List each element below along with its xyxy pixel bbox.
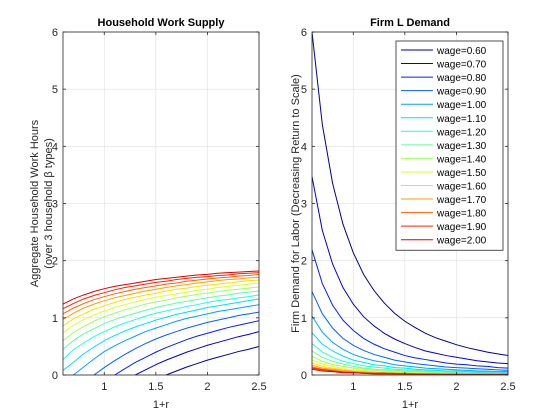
- y-axis-label: (over 3 household β types): [43, 138, 55, 268]
- chart-2: 1 1.5 2 2.5 0 1 2 3 4 5 6 Firm L Demand 1+r Firm Dema…: [290, 17, 516, 411]
- x-tick-label: 2: [453, 381, 459, 393]
- x-tick-label: 2.5: [251, 381, 266, 393]
- series-line-wage-0-80: [312, 249, 508, 369]
- series-line-wage-1-00: [73, 304, 259, 375]
- y-tick-label: 1: [52, 313, 58, 325]
- series-line-wage-1-20: [63, 294, 259, 360]
- y-tick-label: 2: [52, 256, 58, 268]
- series-line-wage-0-80: [114, 320, 259, 375]
- series-lines: [63, 270, 259, 375]
- y-axis-label: Firm Demand for Labor (Decreasing Return…: [290, 74, 302, 333]
- y-tick-label: 1: [301, 313, 307, 325]
- series-line-wage-1-20: [312, 343, 508, 374]
- series-line-wage-2-00: [63, 270, 259, 305]
- series-line-wage-1-80: [63, 273, 259, 315]
- series-line-wage-1-10: [312, 332, 508, 374]
- y-tick-label: 2: [301, 256, 307, 268]
- series-line-wage-1-90: [63, 272, 259, 310]
- legend-entry: wage=0.80: [436, 73, 487, 84]
- y-tick-label: 3: [301, 199, 307, 211]
- series-line-wage-0-60: [165, 345, 259, 375]
- y-tick-label: 4: [52, 141, 58, 153]
- legend-entry: wage=1.20: [436, 127, 487, 138]
- y-tick-label: 0: [301, 370, 307, 382]
- x-tick-label: 1.5: [397, 381, 412, 393]
- x-tick-label: 1: [101, 381, 107, 393]
- y-tick-label: 0: [52, 370, 58, 382]
- series-line-wage-1-00: [312, 315, 508, 373]
- legend-entry: wage=1.30: [436, 141, 487, 152]
- legend-entry: wage=1.00: [436, 100, 487, 111]
- legend-entry: wage=1.90: [436, 222, 487, 233]
- x-axis-label: 1+r: [153, 399, 170, 411]
- series-line-wage-0-90: [93, 311, 259, 375]
- legend-entry: wage=1.70: [436, 195, 487, 206]
- x-tick-label: 2: [204, 381, 210, 393]
- x-tick-label: 1.5: [148, 381, 163, 393]
- y-tick-label: 6: [301, 27, 307, 39]
- series-line-wage-1-30: [63, 290, 259, 350]
- y-tick-label: 5: [301, 84, 307, 96]
- chart-title: Household Work Supply: [98, 17, 226, 29]
- legend-entry: wage=1.10: [436, 114, 487, 125]
- chart-1: 1 1.5 2 2.5 0 1 2 3 4 5 6 Household Work Supply 1+r A…: [29, 17, 267, 411]
- y-tick-label: 5: [52, 84, 58, 96]
- series-lines: [312, 32, 508, 375]
- legend-entry: wage=2.00: [436, 236, 487, 247]
- legend-entry: wage=0.60: [436, 46, 487, 57]
- series-line-wage-1-10: [63, 298, 259, 371]
- series-line-wage-0-70: [312, 176, 508, 365]
- series-line-wage-1-40: [63, 286, 259, 342]
- y-tick-label: 3: [52, 199, 58, 211]
- legend: wage=0.60 wage=0.70 wage=0.80 wage=0.90 wage…: [395, 40, 504, 251]
- legend-entry: wage=0.70: [436, 60, 487, 71]
- x-tick-label: 1: [350, 381, 356, 393]
- series-line-wage-1-70: [63, 276, 259, 320]
- y-tick-label: 4: [301, 141, 307, 153]
- chart-title: Firm L Demand: [370, 17, 450, 29]
- legend-entry: wage=1.80: [436, 209, 487, 220]
- legend-entry: wage=1.40: [436, 154, 487, 165]
- series-line-wage-1-50: [63, 282, 259, 334]
- series-line-wage-0-90: [312, 291, 508, 371]
- series-line-wage-2-00: [312, 368, 508, 375]
- series-line-wage-0-70: [134, 331, 259, 375]
- series-line-wage-0-60: [312, 32, 508, 357]
- x-tick-label: 2.5: [500, 381, 515, 393]
- y-axis-label: Aggregate Household Work Hours: [29, 119, 41, 287]
- x-axis-label: 1+r: [402, 399, 419, 411]
- legend-entry: wage=1.60: [436, 182, 487, 193]
- legend-entry: wage=1.50: [436, 168, 487, 179]
- series-line-wage-1-60: [63, 279, 259, 327]
- legend-box: [395, 40, 504, 251]
- legend-entry: wage=0.90: [436, 87, 487, 98]
- y-tick-label: 6: [52, 27, 58, 39]
